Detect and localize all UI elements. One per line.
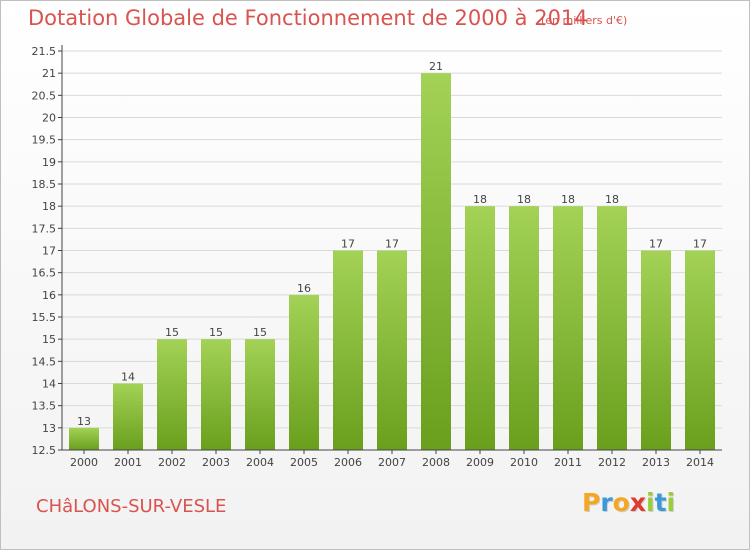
logo-letter: t <box>654 488 667 517</box>
bar-value-label: 21 <box>429 60 443 73</box>
bar-value-label: 17 <box>649 238 663 251</box>
bar-value-label: 18 <box>473 193 487 206</box>
x-tick-label: 2006 <box>334 456 362 469</box>
y-tick-label: 19.5 <box>32 134 57 147</box>
x-tick-label: 2005 <box>290 456 318 469</box>
y-tick-label: 21 <box>42 67 56 80</box>
bar-value-label: 18 <box>605 193 619 206</box>
bars: 13 14 15 15 15 16 17 17 21 18 18 18 18 17 17 <box>69 60 715 451</box>
x-tick-label: 2008 <box>422 456 450 469</box>
y-tick-label: 16.5 <box>32 267 57 280</box>
bar-value-label: 14 <box>121 371 135 384</box>
x-tick-label: 2014 <box>686 456 714 469</box>
y-tick-label: 18 <box>42 200 56 213</box>
y-tick-label: 13 <box>42 422 56 435</box>
bar-2014[interactable] <box>685 250 715 451</box>
chart-subtitle: (en milliers d'€) <box>541 14 628 27</box>
bar-2005[interactable] <box>289 294 319 450</box>
bar-2008[interactable] <box>421 73 451 451</box>
bar-value-label: 15 <box>253 326 267 339</box>
x-tick-label: 2010 <box>510 456 538 469</box>
x-tick-label: 2004 <box>246 456 274 469</box>
bar-value-label: 15 <box>165 326 179 339</box>
logo-letter: i <box>666 488 676 517</box>
bar-2001[interactable] <box>113 383 143 451</box>
y-tick-label: 15 <box>42 333 56 346</box>
logo-letter: o <box>612 488 630 517</box>
y-tick-label: 12.5 <box>32 444 57 457</box>
proxiti-logo[interactable]: Proxiti <box>582 488 675 517</box>
chart-title: Dotation Globale de Fonctionnement de 20… <box>28 6 588 30</box>
commune-name: CHâLONS-SUR-VESLE <box>36 496 227 517</box>
logo-letter: P <box>582 488 601 517</box>
y-tick-label: 18.5 <box>32 178 57 191</box>
x-tick-label: 2003 <box>202 456 230 469</box>
bar-2007[interactable] <box>377 250 407 451</box>
bar-2004[interactable] <box>245 339 275 450</box>
bar-value-label: 17 <box>693 238 707 251</box>
bar-2013[interactable] <box>641 250 671 451</box>
bar-2012[interactable] <box>597 206 627 450</box>
y-tick-label: 14 <box>42 378 56 391</box>
bar-2002[interactable] <box>157 339 187 450</box>
y-tick-label: 13.5 <box>32 400 57 413</box>
bar-value-label: 17 <box>341 238 355 251</box>
x-tick-label: 2000 <box>70 456 98 469</box>
y-tick-label: 15.5 <box>32 311 57 324</box>
y-tick-label: 19 <box>42 156 56 169</box>
y-tick-label: 20.5 <box>32 89 57 102</box>
y-tick-label: 17.5 <box>32 222 57 235</box>
bar-2010[interactable] <box>509 206 539 450</box>
y-tick-label: 14.5 <box>32 355 57 368</box>
x-tick-label: 2007 <box>378 456 406 469</box>
bar-2009[interactable] <box>465 206 495 450</box>
x-tick-label: 2002 <box>158 456 186 469</box>
bar-2003[interactable] <box>201 339 231 450</box>
bar-2006[interactable] <box>333 250 363 451</box>
x-tick-label: 2009 <box>466 456 494 469</box>
y-tick-label: 20 <box>42 112 56 125</box>
y-tick-label: 21.5 <box>32 45 57 58</box>
bar-2011[interactable] <box>553 206 583 450</box>
x-tick-label: 2001 <box>114 456 142 469</box>
bar-value-label: 15 <box>209 326 223 339</box>
bar-value-label: 13 <box>77 415 91 428</box>
y-tick-label: 16 <box>42 289 56 302</box>
x-tick-label: 2012 <box>598 456 626 469</box>
y-tick-label: 17 <box>42 245 56 258</box>
axes: 12.5 13 13.5 14 14.5 15 15.5 16 16.5 17 17.5 18 18.5… <box>32 45 722 469</box>
bar-value-label: 17 <box>385 238 399 251</box>
bar-value-label: 16 <box>297 282 311 295</box>
bar-value-label: 18 <box>517 193 531 206</box>
logo-letter: r <box>600 488 613 517</box>
logo-letter: i <box>646 488 655 517</box>
bar-2000[interactable] <box>69 427 99 450</box>
x-tick-label: 2011 <box>554 456 582 469</box>
logo-letter: x <box>629 488 646 517</box>
bar-value-label: 18 <box>561 193 575 206</box>
x-tick-label: 2013 <box>642 456 670 469</box>
